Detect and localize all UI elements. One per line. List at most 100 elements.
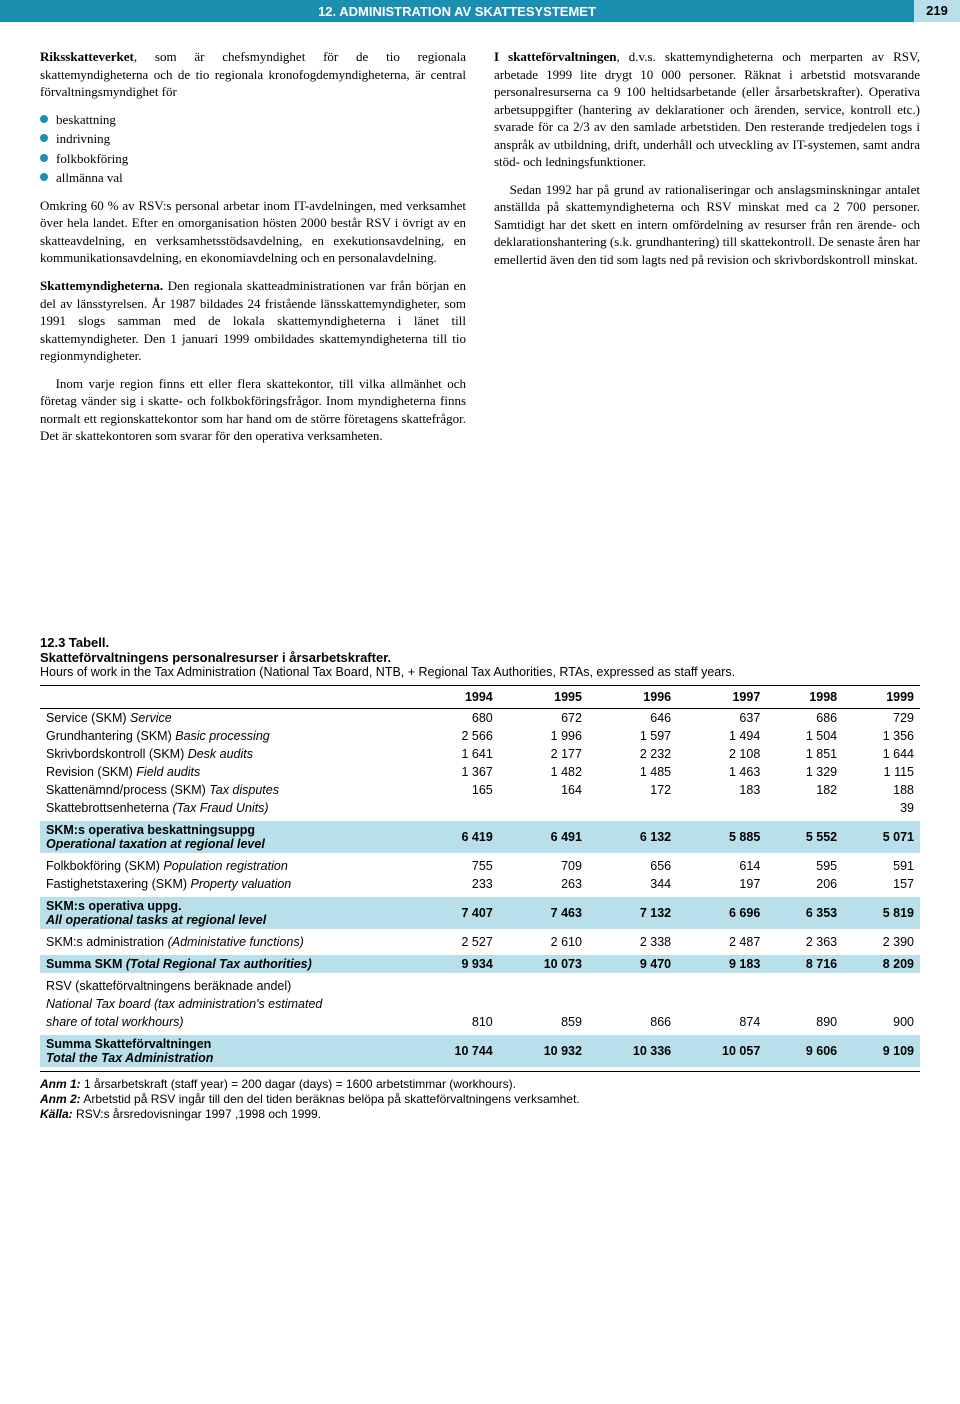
cell: 6 696 [677,897,766,929]
table-number: 12.3 Tabell. [40,635,920,650]
cell [677,977,766,995]
table-row: Revision (SKM) Field audits1 3671 4821 4… [40,763,920,781]
cell [766,799,843,817]
cell: 2 566 [410,727,499,745]
cell: 2 487 [677,933,766,951]
year-col: 1994 [410,685,499,708]
year-col: 1998 [766,685,843,708]
cell [588,995,677,1013]
cell: 9 470 [588,955,677,973]
cell [843,977,920,995]
cell: 182 [766,781,843,799]
cell [588,799,677,817]
left-column: Riksskatteverket, som är chefsmyndighet … [40,48,466,455]
left-p2: Omkring 60 % av RSV:s personal arbetar i… [40,197,466,267]
row-label: RSV (skatteförvaltningens beräknade ande… [40,977,410,995]
cell: 595 [766,857,843,875]
cell [499,995,588,1013]
cell: 5 885 [677,821,766,853]
left-p3: Skattemyndigheterna. Den regionala skatt… [40,277,466,365]
cell [766,977,843,995]
table-row: SKM:s operativa uppg.All operational tas… [40,897,920,929]
table-row: Folkbokföring (SKM) Population registrat… [40,857,920,875]
table-row: Skrivbordskontroll (SKM) Desk audits1 64… [40,745,920,763]
table-row: SKM:s administration (Administative func… [40,933,920,951]
cell: 1 597 [588,727,677,745]
page-number: 219 [914,0,960,22]
note-2: Anm 2: Arbetstid på RSV ingår till den d… [40,1092,920,1106]
row-label: Summa SKM (Total Regional Tax authoritie… [40,955,410,973]
cell: 9 606 [766,1035,843,1067]
cell: 172 [588,781,677,799]
cell: 1 851 [766,745,843,763]
cell: 7 463 [499,897,588,929]
table-title: Skatteförvaltningens personalresurser i … [40,650,920,665]
cell: 1 115 [843,763,920,781]
cell: 6 132 [588,821,677,853]
cell: 9 109 [843,1035,920,1067]
right-column: I skatteförvaltningen, d.v.s. skattemynd… [494,48,920,455]
cell: 729 [843,708,920,727]
cell [499,799,588,817]
cell: 672 [499,708,588,727]
cell: 165 [410,781,499,799]
staff-table: 1994 1995 1996 1997 1998 1999 Service (S… [40,685,920,1067]
table-row: Summa SkatteförvaltningenTotal the Tax A… [40,1035,920,1067]
cell: 5 552 [766,821,843,853]
row-label: Revision (SKM) Field audits [40,763,410,781]
cell: 2 232 [588,745,677,763]
cell: 2 363 [766,933,843,951]
row-label: SKM:s operativa uppg.All operational tas… [40,897,410,929]
table-header-row: 1994 1995 1996 1997 1998 1999 [40,685,920,708]
cell: 755 [410,857,499,875]
row-label: Skrivbordskontroll (SKM) Desk audits [40,745,410,763]
cell: 188 [843,781,920,799]
table-row: Summa SKM (Total Regional Tax authoritie… [40,955,920,973]
cell: 591 [843,857,920,875]
cell: 39 [843,799,920,817]
cell: 2 338 [588,933,677,951]
cell [499,977,588,995]
cell: 900 [843,1013,920,1031]
cell: 2 527 [410,933,499,951]
table-row: share of total workhours)810859866874890… [40,1013,920,1031]
table-row: Fastighetstaxering (SKM) Property valuat… [40,875,920,893]
cell: 1 641 [410,745,499,763]
cell: 7 132 [588,897,677,929]
cell: 10 336 [588,1035,677,1067]
table-row: Grundhantering (SKM) Basic processing2 5… [40,727,920,745]
cell: 344 [588,875,677,893]
row-label: Folkbokföring (SKM) Population registrat… [40,857,410,875]
cell: 1 485 [588,763,677,781]
cell [410,799,499,817]
row-label: National Tax board (tax administration's… [40,995,410,1013]
cell [843,995,920,1013]
cell [766,995,843,1013]
cell: 680 [410,708,499,727]
cell: 197 [677,875,766,893]
cell: 656 [588,857,677,875]
cell: 1 644 [843,745,920,763]
year-col: 1999 [843,685,920,708]
cell: 614 [677,857,766,875]
cell: 686 [766,708,843,727]
cell: 1 504 [766,727,843,745]
note-source: Källa: RSV:s årsredovisningar 1997 ,1998… [40,1107,920,1121]
row-label: Skattebrottsenheterna (Tax Fraud Units) [40,799,410,817]
cell: 233 [410,875,499,893]
bullet-item: allmänna val [40,169,466,187]
bullet-item: folkbokföring [40,150,466,168]
cell [410,995,499,1013]
cell: 9 934 [410,955,499,973]
table-row: Service (SKM) Service680672646637686729 [40,708,920,727]
cell [588,977,677,995]
cell: 10 932 [499,1035,588,1067]
cell: 164 [499,781,588,799]
cell: 2 390 [843,933,920,951]
cell [410,977,499,995]
cell: 1 356 [843,727,920,745]
table-row: Skattenämnd/process (SKM) Tax disputes16… [40,781,920,799]
chapter-header: 12. ADMINISTRATION AV SKATTESYSTEMET 219 [0,0,960,22]
year-col: 1995 [499,685,588,708]
cell: 5 071 [843,821,920,853]
